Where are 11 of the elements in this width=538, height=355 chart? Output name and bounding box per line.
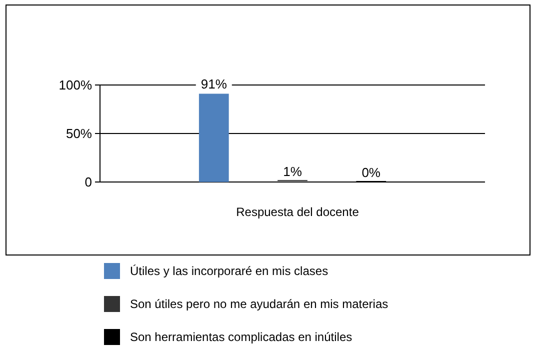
- data-label: 1%: [283, 164, 302, 180]
- bar: [198, 94, 229, 182]
- legend-label: Son útiles pero no me ayudarán en mis materias: [130, 297, 388, 312]
- y-tick-label: 50%: [66, 126, 92, 142]
- legend-label: Útiles y las incorporaré en mis clases: [130, 264, 328, 278]
- y-tick-label: 100%: [58, 78, 92, 93]
- legend-label: Son herramientas complicadas en inútiles: [130, 330, 352, 344]
- data-label: 91%: [200, 76, 228, 92]
- x-axis-title: Respuesta del docente: [236, 205, 360, 219]
- data-label: 0%: [362, 165, 381, 180]
- y-tick-label: 0: [84, 174, 92, 190]
